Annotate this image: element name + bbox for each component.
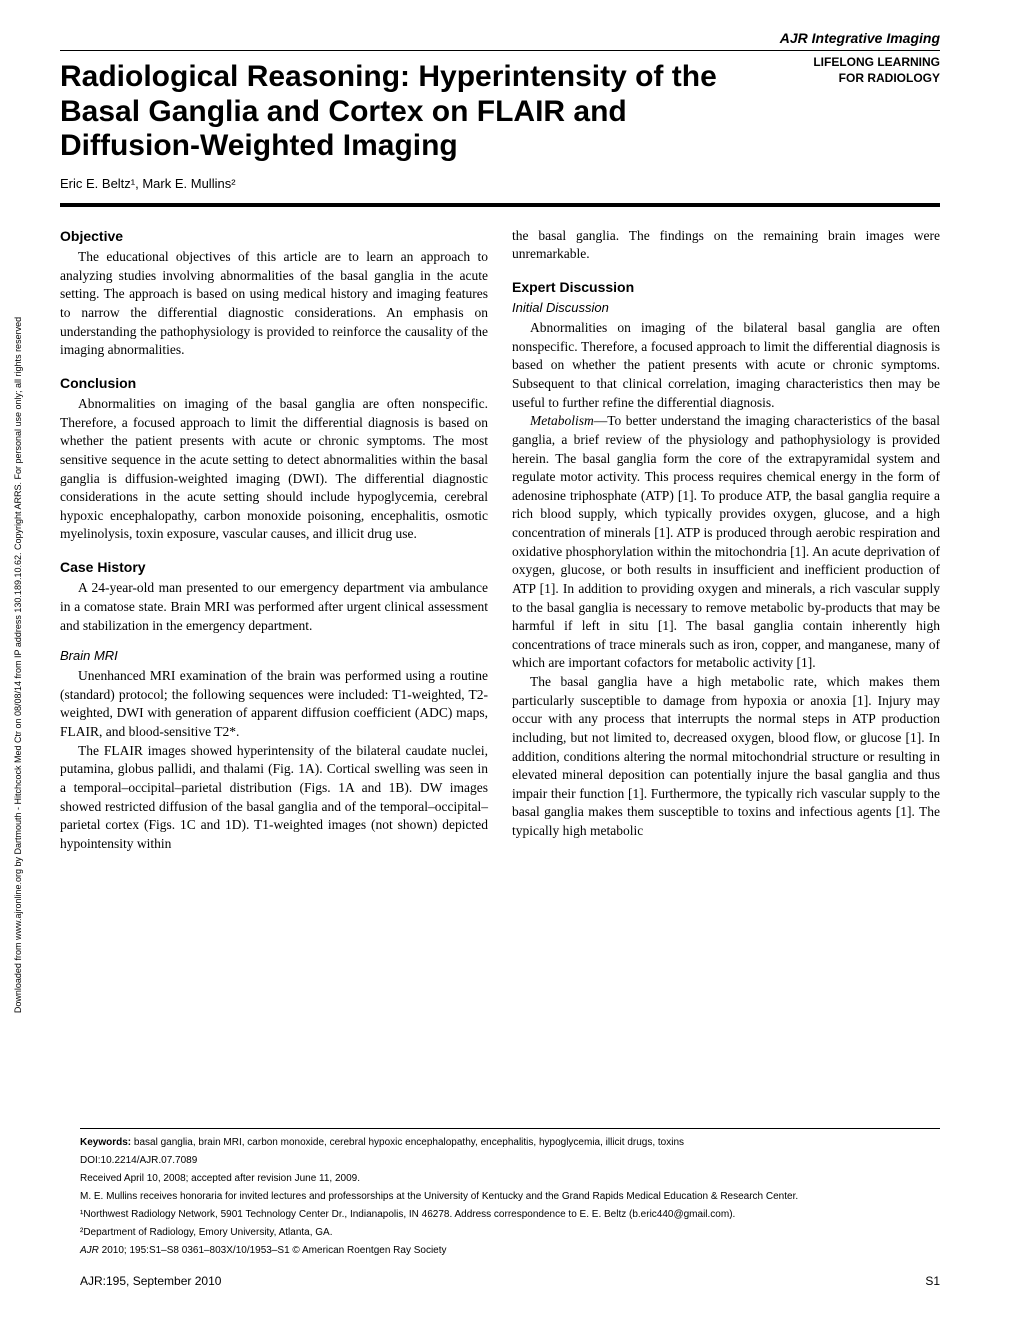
article-title: Radiological Reasoning: Hyperintensity o…	[60, 60, 940, 164]
conclusion-heading: Conclusion	[60, 374, 488, 393]
header-divider	[60, 50, 940, 51]
affiliation1-line: ¹Northwest Radiology Network, 5901 Techn…	[80, 1207, 940, 1222]
conclusion-text: Abnormalities on imaging of the basal ga…	[60, 395, 488, 544]
download-sidebar-text: Downloaded from www.ajronline.org by Dar…	[13, 317, 23, 1013]
expert-p2: Metabolism—To better understand the imag…	[512, 412, 940, 673]
article-authors: Eric E. Beltz¹, Mark E. Mullins²	[60, 176, 940, 191]
case-history-text: A 24-year-old man presented to our emerg…	[60, 579, 488, 635]
keywords-label: Keywords:	[80, 1137, 131, 1148]
title-divider	[60, 203, 940, 207]
expert-p2-text: To better understand the imaging charact…	[512, 413, 940, 670]
footer-divider	[80, 1128, 940, 1129]
objective-heading: Objective	[60, 227, 488, 246]
article-body: Objective The educational objectives of …	[60, 227, 940, 854]
brain-mri-p2: The FLAIR images showed hyperintensity o…	[60, 742, 488, 854]
doi-line: DOI:10.2214/AJR.07.7089	[80, 1153, 940, 1168]
page-footer-left: AJR:195, September 2010	[80, 1272, 221, 1290]
page-footer-right: S1	[925, 1272, 940, 1290]
affiliation2-line: ²Department of Radiology, Emory Universi…	[80, 1225, 940, 1240]
initial-discussion-heading: Initial Discussion	[512, 299, 940, 317]
expert-discussion-heading: Expert Discussion	[512, 278, 940, 297]
expert-p3: The basal ganglia have a high metabolic …	[512, 673, 940, 841]
keywords-text: basal ganglia, brain MRI, carbon monoxid…	[131, 1137, 684, 1148]
keywords-line: Keywords: basal ganglia, brain MRI, carb…	[80, 1135, 940, 1150]
expert-p1: Abnormalities on imaging of the bilatera…	[512, 319, 940, 412]
footer-block: Keywords: basal ganglia, brain MRI, carb…	[80, 1128, 940, 1290]
citation-line: AJR 2010; 195:S1–S8 0361–803X/10/1953–S1…	[80, 1243, 940, 1258]
col2-continuation: the basal ganglia. The findings on the r…	[512, 227, 940, 264]
brain-mri-heading: Brain MRI	[60, 647, 488, 665]
objective-text: The educational objectives of this artic…	[60, 248, 488, 360]
received-line: Received April 10, 2008; accepted after …	[80, 1171, 940, 1186]
journal-name: AJR Integrative Imaging	[60, 30, 940, 46]
tagline-line2: FOR RADIOLOGY	[839, 71, 940, 85]
disclosure-line: M. E. Mullins receives honoraria for inv…	[80, 1189, 940, 1204]
brain-mri-p1: Unenhanced MRI examination of the brain …	[60, 667, 488, 742]
tagline-line1: LIFELONG LEARNING	[813, 55, 940, 69]
page-footer: AJR:195, September 2010 S1	[80, 1272, 940, 1290]
case-history-heading: Case History	[60, 558, 488, 577]
